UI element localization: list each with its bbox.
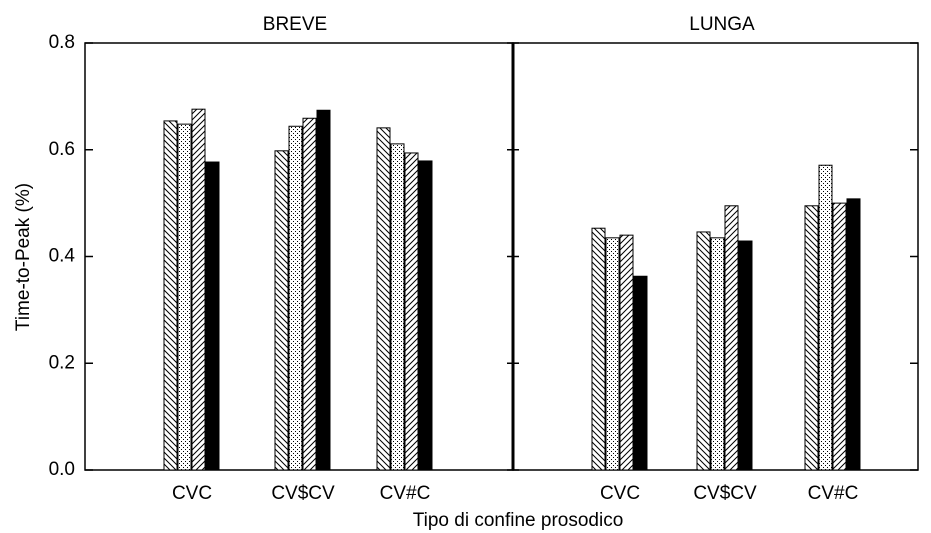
- panel-title: BREVE: [263, 14, 327, 35]
- y-tick-label: 0.2: [49, 352, 75, 373]
- x-tick-label: CV#C: [808, 483, 859, 504]
- bar: [738, 240, 753, 471]
- bar: [818, 164, 833, 471]
- bar: [832, 202, 847, 471]
- bar: [633, 275, 648, 471]
- bar: [710, 237, 725, 471]
- bar: [591, 227, 606, 471]
- bar: [696, 231, 711, 471]
- bar: [404, 152, 419, 471]
- y-tick-label: 0.8: [49, 32, 75, 53]
- bar: [205, 161, 220, 471]
- bar: [177, 123, 192, 471]
- bar: [302, 117, 317, 471]
- bar: [376, 127, 391, 471]
- y-tick-label: 0.6: [49, 139, 75, 160]
- bar: [846, 198, 861, 471]
- x-tick-label: CV#C: [380, 483, 431, 504]
- x-tick-label: CVC: [600, 483, 640, 504]
- y-axis-label: Time-to-Peak (%): [13, 183, 34, 331]
- bar: [163, 120, 178, 471]
- x-axis-label: Tipo di confine prosodico: [413, 510, 624, 531]
- bar: [390, 143, 405, 471]
- bar: [418, 160, 433, 471]
- bar: [804, 205, 819, 471]
- bar: [724, 205, 739, 471]
- panel-title: LUNGA: [689, 14, 755, 35]
- bar: [288, 125, 303, 471]
- bar: [316, 109, 331, 471]
- x-tick-label: CVC: [172, 483, 212, 504]
- y-tick-label: 0.0: [49, 459, 75, 480]
- y-tick-label: 0.4: [49, 246, 76, 267]
- bar: [274, 150, 289, 471]
- x-tick-label: CV$CV: [693, 483, 757, 504]
- bar: [605, 237, 620, 471]
- bar: [619, 234, 634, 471]
- x-tick-label: CV$CV: [271, 483, 335, 504]
- bar: [191, 108, 206, 471]
